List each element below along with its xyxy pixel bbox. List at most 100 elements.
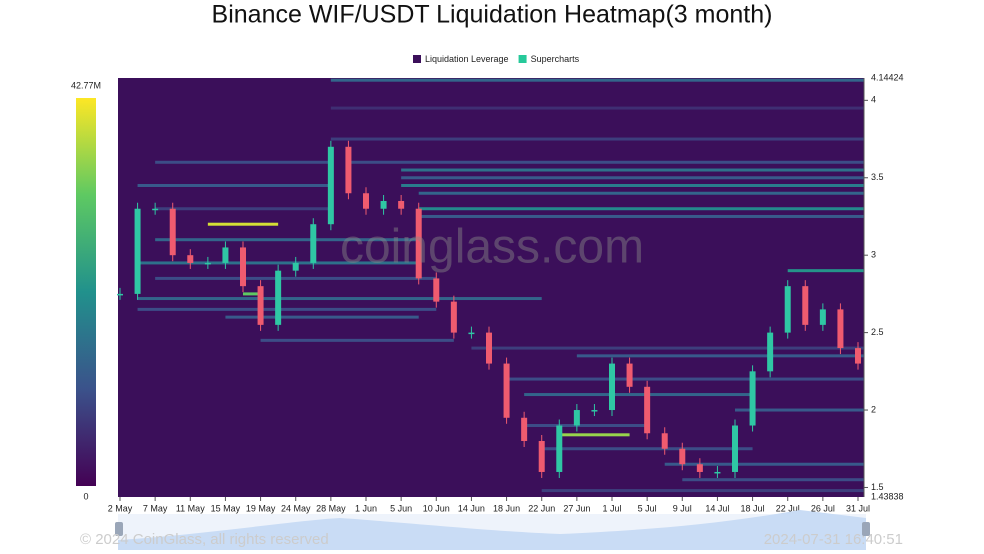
legend: Liquidation Leverage Supercharts <box>413 54 580 64</box>
candle <box>696 464 703 472</box>
legend-swatch <box>413 55 421 63</box>
y-tick-label: 4 <box>871 95 876 105</box>
x-tick-label: 11 May <box>176 503 205 513</box>
plot-background <box>118 78 864 497</box>
chart-title: Binance WIF/USDT Liquidation Heatmap(3 m… <box>212 1 773 29</box>
x-tick-label: 27 Jun <box>563 503 590 513</box>
candle <box>591 410 598 412</box>
x-tick-label: 9 Jul <box>673 503 692 513</box>
candle <box>152 208 159 211</box>
y-tick-label: 2 <box>871 404 876 414</box>
color-bar-label: 0 <box>83 491 88 501</box>
candle <box>345 146 352 194</box>
candle <box>468 332 475 335</box>
navigator-handle[interactable] <box>862 522 870 536</box>
y-limit-label: 4.14424 <box>871 72 904 82</box>
legend-label: Liquidation Leverage <box>425 54 509 64</box>
candle <box>661 433 668 449</box>
x-tick-label: 18 Jun <box>493 503 520 513</box>
heat-band <box>330 78 864 82</box>
candle <box>415 208 422 279</box>
candle <box>275 270 282 325</box>
candle <box>187 255 194 263</box>
heat-band <box>524 424 648 428</box>
heat-band <box>576 354 864 358</box>
heat-band <box>137 184 331 188</box>
x-tick-label: 7 May <box>143 503 168 513</box>
candle <box>644 386 651 434</box>
heat-band <box>682 478 864 482</box>
candle <box>626 363 633 387</box>
candle <box>855 348 861 364</box>
x-tick-label: 26 Jul <box>811 503 835 513</box>
x-tick-label: 15 May <box>211 503 241 513</box>
x-tick-label: 19 May <box>246 503 276 513</box>
candle <box>609 363 615 411</box>
heat-band <box>137 261 419 265</box>
heat-band <box>418 214 864 218</box>
heat-band <box>401 176 864 180</box>
legend-label: Supercharts <box>531 54 580 64</box>
candle <box>310 224 317 263</box>
candle <box>327 146 334 225</box>
axes: 1.5 2 2.5 3 3.5 4 4.14424 1.43838 2 May 7 May 11 M… <box>71 72 904 513</box>
candle <box>363 193 369 209</box>
y-limit-label: 1.43838 <box>871 491 904 501</box>
candle <box>521 417 528 442</box>
x-tick-label: 22 Jun <box>528 503 555 513</box>
candle <box>784 286 791 333</box>
heat-band <box>260 338 454 342</box>
heat-band <box>155 276 437 280</box>
x-tick-label: 22 Jul <box>776 503 800 513</box>
heat-band <box>155 238 419 242</box>
candle <box>573 410 580 426</box>
candle <box>732 425 738 472</box>
heat-band <box>559 433 630 437</box>
price-series <box>117 140 861 478</box>
heat-band <box>401 184 864 188</box>
heat-band <box>225 315 419 319</box>
heat-band <box>664 462 864 466</box>
heat-band <box>506 377 864 381</box>
footer: © 2024 CoinGlass, all rights reserved <box>80 531 329 548</box>
candle <box>714 471 721 474</box>
candle <box>240 247 246 287</box>
candle <box>169 208 176 256</box>
x-tick-label: 2 May <box>108 503 133 513</box>
candle <box>134 208 141 294</box>
x-tick-label: 18 Jul <box>741 503 765 513</box>
color-bar <box>76 98 96 486</box>
candle <box>450 301 457 333</box>
heat-band <box>735 408 864 412</box>
y-tick-label: 2.5 <box>871 327 884 337</box>
x-tick-label: 14 Jun <box>458 503 485 513</box>
navigator-handle[interactable] <box>115 522 123 536</box>
candle <box>837 309 844 349</box>
candle <box>486 332 492 364</box>
candle <box>380 200 387 209</box>
heat-band <box>137 297 542 301</box>
heat-band <box>541 489 864 493</box>
candle <box>556 425 563 472</box>
x-tick-label: 1 Jun <box>355 503 377 513</box>
candle <box>257 286 264 325</box>
candle <box>398 200 405 209</box>
navigator-area <box>118 510 866 550</box>
heat-band <box>243 292 261 296</box>
y-tick-label: 3 <box>871 250 876 260</box>
x-tick-label: 31 Jul <box>846 503 870 513</box>
heat-band <box>155 207 331 211</box>
watermark: coinglass.com <box>340 221 644 274</box>
heat-band <box>541 447 753 451</box>
candle <box>767 332 774 372</box>
heat-band <box>155 160 331 164</box>
candle <box>222 247 229 263</box>
candle <box>204 262 211 265</box>
x-tick-label: 1 Jul <box>602 503 621 513</box>
heat-band <box>330 106 864 110</box>
heat-band <box>418 191 864 195</box>
candle <box>749 371 756 426</box>
heat-band <box>348 160 864 164</box>
candle <box>503 363 510 418</box>
